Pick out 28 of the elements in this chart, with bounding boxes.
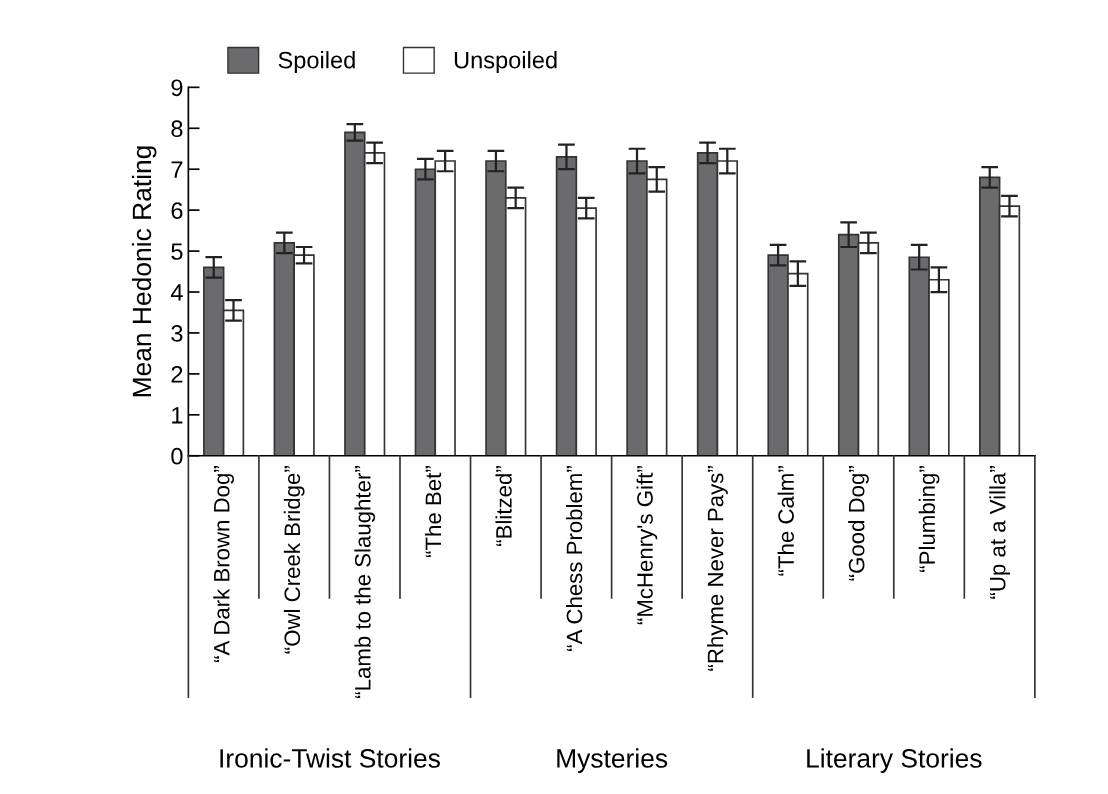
- x-tick-label: “McHenry's Gift”: [636, 466, 658, 625]
- y-tick-label: 8: [171, 120, 183, 138]
- x-tick-label: “Plumbing”: [918, 466, 940, 572]
- y-tick-label: 5: [171, 243, 183, 260]
- y-tick-label: 9: [171, 79, 183, 97]
- x-tick-label: “Owl Creek Bridge”: [283, 466, 305, 654]
- x-tick-label: “The Bet”: [424, 466, 442, 558]
- x-tick-label: “The Calm”: [777, 466, 794, 576]
- y-tick-label: 0: [171, 447, 183, 465]
- y-tick-label: 1: [172, 407, 183, 424]
- x-tick-label: “Rhyme Never Pays”: [707, 466, 728, 671]
- x-tick-label: “Blitzed”: [495, 466, 512, 546]
- y-tick-label: 7: [171, 161, 183, 178]
- y-tick-label: 2: [171, 365, 183, 383]
- x-tick-label: “Up at a Villa”: [989, 466, 1010, 599]
- x-tick-label: “Good Dog”: [848, 466, 869, 581]
- y-tick-label: 3: [171, 325, 183, 342]
- y-tick-label: 6: [171, 202, 183, 219]
- x-tick-label: “Lamb to the Slaughter”: [354, 466, 376, 698]
- y-axis-title: Mean Hedonic Rating: [131, 146, 157, 397]
- legend-label: Spoiled: [278, 51, 355, 74]
- legend-label: Unspoiled: [454, 51, 557, 74]
- x-tick-label: “A Dark Brown Dog”: [213, 466, 234, 663]
- y-tick-label: 4: [170, 284, 183, 301]
- text: Literary Stories: [807, 748, 982, 773]
- x-tick-label: “A Chess Problem”: [565, 466, 583, 651]
- text: Mysteries: [557, 748, 668, 773]
- text: Ironic-Twist Stories: [220, 748, 440, 768]
